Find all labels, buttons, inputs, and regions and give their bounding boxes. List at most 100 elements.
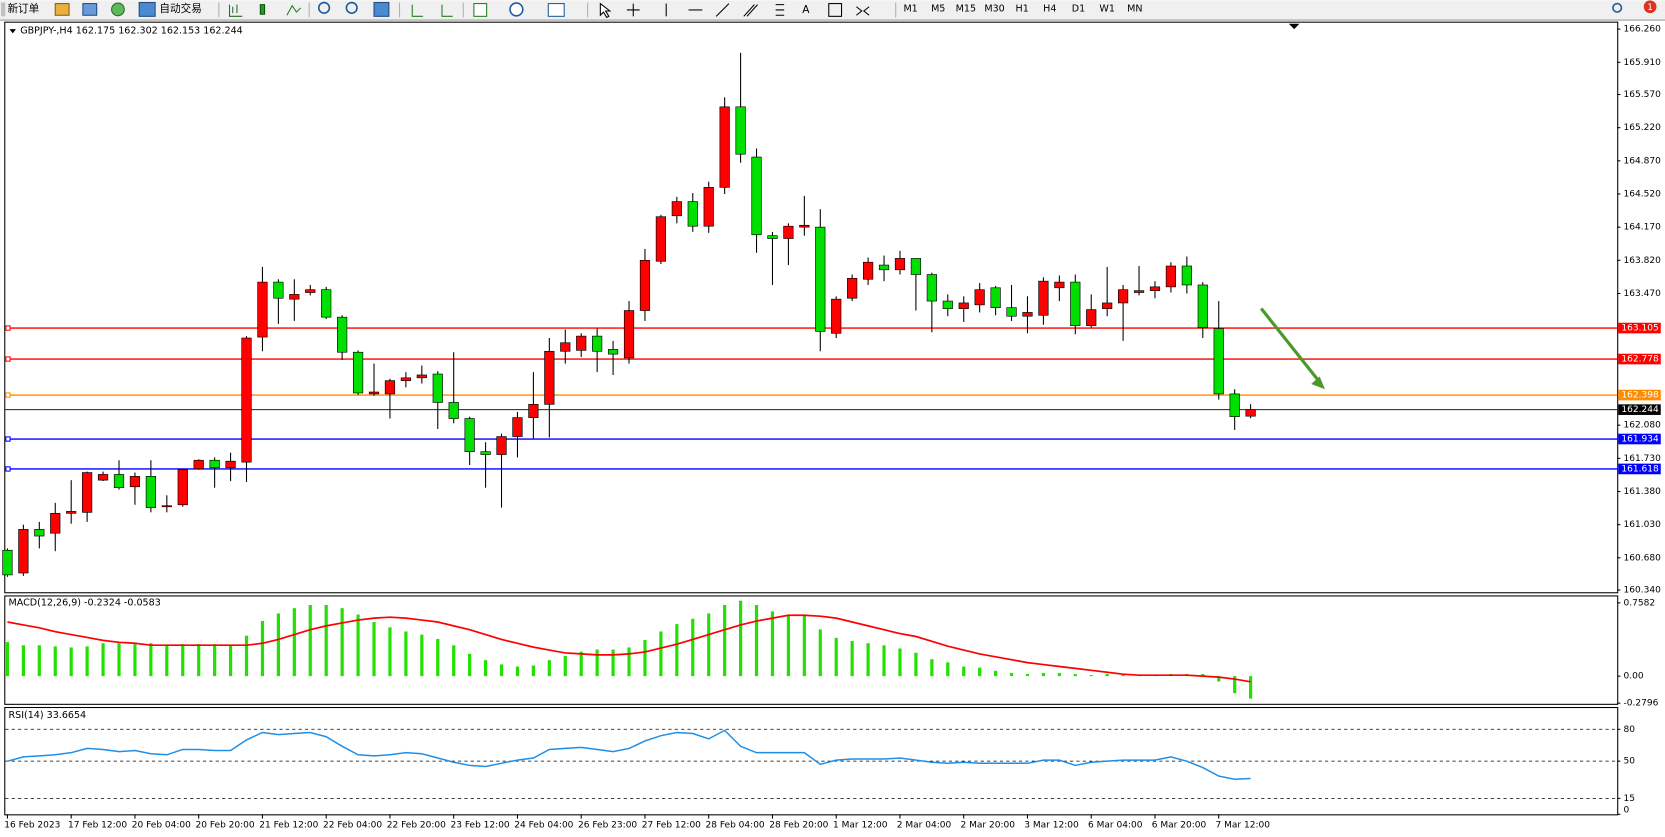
candle-body — [910, 258, 922, 275]
candle-body — [209, 459, 220, 469]
candle-body — [50, 512, 61, 534]
y-tick-label: 164.870 — [1624, 156, 1662, 166]
candle-body — [560, 342, 571, 352]
macd-bar — [515, 666, 520, 677]
macd-bar — [356, 614, 360, 677]
auto-trade-icon[interactable] — [138, 1, 156, 17]
macd-bar — [197, 644, 201, 677]
icon[interactable] — [82, 3, 98, 16]
candle-body — [751, 156, 762, 236]
timeframe-button[interactable]: W1 — [1099, 3, 1115, 14]
macd-bar — [850, 641, 854, 677]
candle-body — [368, 391, 380, 395]
macd-bar — [133, 644, 137, 677]
x-tick-label: 22 Feb 04:00 — [323, 820, 382, 830]
macd-bar — [53, 646, 57, 677]
candle-body — [1006, 307, 1017, 317]
macd-bar — [1201, 674, 1205, 677]
candle-body — [799, 224, 810, 228]
macd-bar — [611, 649, 615, 677]
tile-icon[interactable] — [373, 1, 390, 17]
macd-bar — [276, 613, 280, 677]
icon[interactable] — [111, 2, 125, 17]
bar-chart-icon[interactable] — [228, 4, 243, 17]
candle-body — [321, 289, 332, 318]
auto-trade-button[interactable]: 自动交易 — [159, 2, 201, 15]
candle-body — [815, 226, 826, 332]
title-marker — [9, 29, 16, 34]
candle-body — [1070, 281, 1081, 327]
trendline-icon[interactable] — [715, 3, 730, 17]
autoscroll-icon[interactable] — [441, 4, 453, 17]
timeframe-button[interactable]: MN — [1127, 3, 1142, 14]
crosshair-icon[interactable] — [626, 3, 640, 17]
candle-body — [974, 289, 985, 306]
candle-body — [1213, 328, 1224, 395]
timeframe-button[interactable]: M5 — [931, 3, 945, 14]
macd-bar — [978, 667, 982, 677]
notification-badge[interactable] — [1643, 0, 1657, 14]
line-icon[interactable] — [286, 4, 302, 16]
macd-bar — [149, 643, 153, 677]
level-tag: 162.778 — [1621, 355, 1659, 365]
macd-bar — [962, 666, 966, 677]
timeframe-button[interactable]: D1 — [1072, 3, 1085, 14]
timeframe-button[interactable]: M1 — [903, 3, 917, 14]
text-icon[interactable]: A — [802, 3, 810, 16]
macd-bar — [802, 615, 806, 677]
level-tag-bg — [1618, 433, 1661, 445]
y-tick-label: 161.730 — [1624, 454, 1662, 464]
templates-icon[interactable] — [547, 3, 565, 17]
y-tick-label: 165.570 — [1624, 90, 1662, 100]
timeframe-button[interactable]: M30 — [984, 3, 1004, 14]
candle-body — [384, 380, 396, 395]
macd-bar — [436, 638, 440, 677]
icon[interactable] — [54, 3, 70, 16]
macd-bar — [260, 620, 265, 677]
candle-body — [241, 337, 252, 463]
y-tick-label: 160.680 — [1624, 553, 1662, 563]
macd-bar — [643, 639, 647, 677]
macd-bar — [468, 653, 472, 677]
candle-body — [671, 201, 682, 217]
shift-icon[interactable] — [411, 4, 423, 17]
arrows-icon[interactable] — [856, 6, 870, 16]
x-tick-label: 28 Feb 20:00 — [769, 820, 828, 830]
macd-bar — [181, 644, 185, 677]
indicators-icon[interactable] — [473, 3, 488, 17]
label-icon[interactable] — [828, 3, 843, 17]
timeframe-button[interactable]: M15 — [956, 3, 976, 14]
candle-body — [18, 529, 29, 574]
candle-body — [735, 106, 746, 155]
level-tag-bg — [1618, 353, 1661, 365]
candle-body — [958, 302, 969, 309]
macd-bar — [37, 645, 41, 677]
candle-body — [1197, 284, 1208, 328]
macd-bar — [228, 645, 233, 677]
x-tick-label: 24 Feb 04:00 — [514, 820, 573, 830]
level-tag: 161.934 — [1621, 435, 1659, 445]
macd-bar — [882, 645, 886, 677]
candle-body — [528, 404, 539, 418]
fibo-icon[interactable] — [775, 4, 785, 16]
cursor-icon[interactable] — [599, 2, 612, 19]
macd-bar — [547, 660, 551, 677]
macd-bar — [292, 608, 296, 677]
timeframe-button[interactable]: H1 — [1016, 3, 1029, 14]
macd-bar — [866, 643, 870, 677]
zoom-in-icon[interactable] — [317, 1, 331, 14]
candle-body — [783, 225, 794, 239]
candle-icon[interactable] — [259, 4, 266, 15]
macd-bar — [659, 631, 663, 677]
channel-icon[interactable] — [743, 4, 758, 17]
macd-bar — [531, 665, 535, 677]
candle-body — [926, 274, 937, 302]
new-order-button[interactable]: 新订单 — [7, 2, 39, 15]
zoom-out-icon[interactable] — [345, 1, 358, 14]
candle-body — [703, 187, 714, 227]
timeframe-button[interactable]: H4 — [1043, 3, 1056, 14]
search-icon[interactable] — [1612, 2, 1623, 13]
shift-marker — [1288, 23, 1300, 30]
periods-icon[interactable] — [509, 2, 524, 17]
x-tick-label: 16 Feb 2023 — [4, 820, 60, 830]
